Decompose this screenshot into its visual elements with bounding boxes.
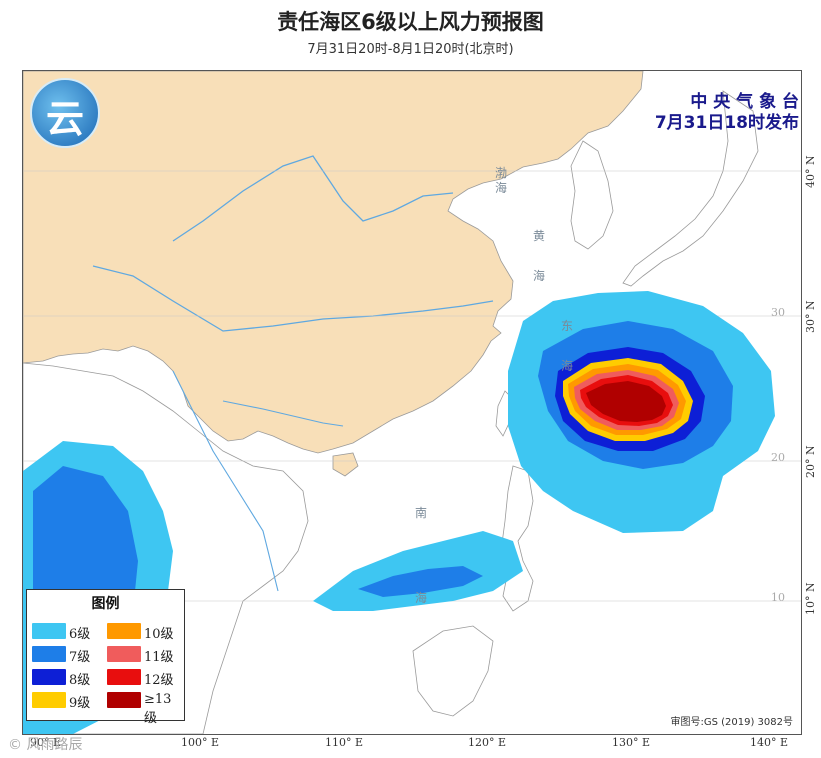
legend-swatch	[32, 692, 66, 708]
lon-label-90: 90° E	[30, 736, 62, 749]
legend-label: 11级	[144, 650, 174, 665]
legend-label: 8级	[69, 673, 91, 688]
mekong-river	[172, 370, 279, 592]
legend-item: ≥13级	[107, 689, 182, 726]
legend-swatch	[32, 623, 66, 639]
philippines-landmass	[500, 465, 534, 612]
legend-label: 9级	[69, 696, 91, 711]
south-china-sea-7-grade	[358, 566, 483, 597]
legend: 图例 6级 10级 7级 11级 8级 12级 9级 ≥13级	[26, 589, 185, 726]
map-title: 责任海区6级以上风力预报图	[277, 10, 544, 34]
legend-item: 8级	[32, 666, 107, 688]
sea-label-bohai: 渤 海	[495, 166, 508, 195]
wind-forecast-map: 渤 海 黄 海 东 海 南 海 10 20 30	[22, 70, 802, 735]
legend-swatch	[107, 623, 141, 639]
legend-item: 7级	[32, 643, 107, 665]
cma-logo: 云	[30, 78, 100, 148]
legend-label: 12级	[144, 673, 174, 688]
legend-swatch	[32, 669, 66, 685]
borneo-landmass	[412, 625, 494, 717]
lat-inner-label-30: 30	[771, 306, 785, 319]
map-canvas	[23, 71, 801, 734]
legend-label: 10级	[144, 627, 174, 642]
lon-label-120: 120° E	[468, 736, 507, 749]
lon-label-110: 110° E	[325, 736, 364, 749]
legend-item: 12级	[107, 666, 182, 688]
publisher-block: 中 央 气 象 台 7月31日18时发布	[655, 92, 799, 134]
sea-label-south: 南 海	[415, 506, 428, 605]
legend-item: 6级	[32, 620, 107, 642]
legend-swatch	[32, 646, 66, 662]
lon-label-130: 130° E	[612, 736, 651, 749]
lat-inner-label-10: 10	[771, 591, 785, 604]
legend-label: 6级	[69, 627, 91, 642]
yangtze-river	[92, 265, 494, 332]
lat-label-40: 40° N	[804, 155, 817, 188]
lon-label-140: 140° E	[750, 736, 789, 749]
approval-number: 审图号:GS (2019) 3082号	[670, 717, 793, 728]
logo-glyph-icon: 云	[46, 97, 85, 141]
legend-swatch	[107, 646, 141, 662]
legend-label: 7级	[69, 650, 91, 665]
hainan-landmass	[332, 452, 359, 477]
lon-label-100: 100° E	[181, 736, 220, 749]
pearl-river	[222, 400, 344, 427]
publisher-name: 中 央 气 象 台	[690, 92, 799, 112]
legend-item: 9级	[32, 689, 107, 711]
watermark: © 风雨路辰	[8, 737, 83, 753]
typhoon-wind-field	[508, 291, 775, 533]
legend-title: 图例	[91, 596, 120, 612]
lat-label-20: 20° N	[804, 445, 817, 478]
legend-item: 11级	[107, 643, 182, 665]
legend-label: ≥13级	[144, 692, 172, 726]
wind-13-plus-grade	[586, 381, 666, 422]
sea-label-yellow: 黄 海	[533, 229, 546, 283]
legend-swatch	[107, 669, 141, 685]
legend-item: 10级	[107, 620, 182, 642]
lat-inner-label-20: 20	[771, 451, 785, 464]
korea-landmass	[570, 140, 614, 250]
lat-label-10: 10° N	[804, 582, 817, 615]
lat-label-30: 30° N	[804, 300, 817, 333]
publisher-issued: 7月31日18时发布	[654, 113, 799, 133]
legend-swatch	[107, 692, 141, 708]
sea-label-east: 东 海	[561, 319, 574, 373]
map-subtitle: 7月31日20时-8月1日20时(北京时)	[307, 42, 514, 57]
japan-landmass	[622, 90, 759, 287]
